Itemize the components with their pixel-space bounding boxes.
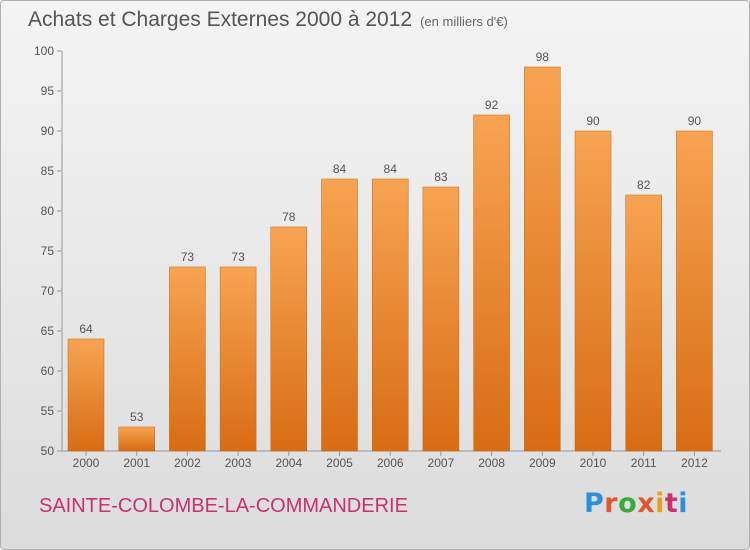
x-tick-label: 2007 bbox=[428, 456, 455, 470]
x-tick-label: 2000 bbox=[73, 456, 100, 470]
x-tick-label: 2003 bbox=[225, 456, 252, 470]
y-tick-label: 100 bbox=[34, 44, 54, 58]
y-tick-label: 80 bbox=[41, 204, 55, 218]
x-tick-label: 2009 bbox=[529, 456, 556, 470]
y-tick-label: 50 bbox=[41, 444, 55, 458]
logo-letter: t bbox=[664, 488, 679, 519]
logo-letter: o bbox=[618, 488, 638, 519]
data-label: 84 bbox=[333, 162, 347, 176]
data-label: 82 bbox=[637, 178, 651, 192]
bar bbox=[625, 194, 662, 452]
y-tick-label: 60 bbox=[41, 364, 55, 378]
y-tick-label: 85 bbox=[41, 164, 55, 178]
x-tick-label: 2006 bbox=[377, 456, 404, 470]
bar bbox=[473, 114, 510, 452]
x-tick-label: 2001 bbox=[123, 456, 150, 470]
bar bbox=[574, 130, 612, 452]
y-tick-label: 70 bbox=[41, 284, 55, 298]
data-label: 73 bbox=[181, 250, 195, 264]
x-tick-label: 2012 bbox=[681, 456, 708, 470]
y-tick-label: 95 bbox=[41, 84, 55, 98]
bar bbox=[219, 266, 257, 452]
bar bbox=[118, 426, 155, 452]
chart-unit: (en milliers d'€) bbox=[420, 14, 508, 29]
x-tick-label: 2002 bbox=[174, 456, 201, 470]
logo-letter: i bbox=[655, 488, 665, 519]
bar bbox=[422, 186, 460, 452]
bars: 64 53 73 73 78 84 84 83 92 98 90 82 90 bbox=[67, 50, 713, 452]
proxiti-logo: Proxiti bbox=[584, 488, 688, 519]
logo-letter: i bbox=[678, 488, 689, 519]
bar bbox=[676, 130, 713, 452]
data-label: 73 bbox=[231, 250, 245, 264]
bar bbox=[270, 226, 308, 452]
data-label: 64 bbox=[79, 322, 93, 336]
x-tick-label: 2005 bbox=[326, 456, 353, 470]
data-label: 84 bbox=[384, 162, 398, 176]
x-tick-label: 2011 bbox=[631, 456, 657, 470]
data-label: 98 bbox=[536, 50, 550, 64]
bar bbox=[371, 178, 409, 452]
x-tick-label: 2008 bbox=[478, 456, 505, 470]
y-tick-label: 55 bbox=[41, 404, 55, 418]
y-tick-label: 75 bbox=[41, 244, 55, 258]
x-tick-label: 2004 bbox=[275, 456, 302, 470]
logo-letter: x bbox=[637, 488, 656, 519]
y-tick-label: 65 bbox=[41, 324, 55, 338]
commune-name: SAINTE-COLOMBE-LA-COMMANDERIE bbox=[39, 495, 408, 517]
data-label: 78 bbox=[282, 210, 296, 224]
logo-letter: P bbox=[584, 488, 605, 519]
x-tick-label: 2010 bbox=[580, 456, 607, 470]
data-label: 90 bbox=[586, 114, 600, 128]
bar bbox=[67, 338, 105, 452]
bar bbox=[524, 66, 561, 452]
logo-letter: r bbox=[604, 488, 619, 519]
data-label: 83 bbox=[434, 170, 448, 184]
data-label: 53 bbox=[130, 410, 144, 424]
data-label: 90 bbox=[688, 114, 702, 128]
chart-title-text: Achats et Charges Externes 2000 à 2012 bbox=[28, 8, 413, 31]
bar bbox=[169, 266, 206, 452]
data-label: 92 bbox=[485, 98, 499, 112]
chart-title: Achats et Charges Externes 2000 à 2012 (e… bbox=[28, 8, 508, 32]
bar bbox=[321, 178, 358, 452]
y-tick-label: 90 bbox=[41, 124, 55, 138]
